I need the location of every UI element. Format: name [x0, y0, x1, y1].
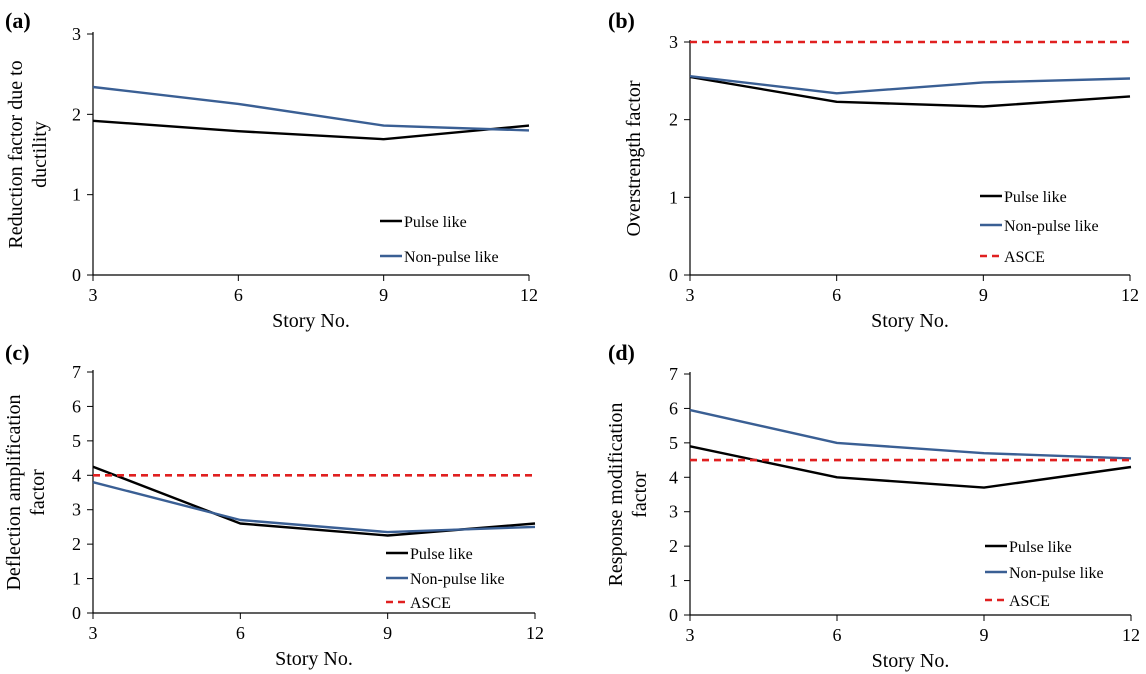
x-tick-label: 9 — [383, 623, 392, 643]
x-tick-label: 12 — [520, 285, 538, 305]
y-axis-title-line: Deflection amplification — [3, 394, 25, 590]
x-tick-label: 6 — [832, 285, 841, 305]
x-tick-label: 3 — [89, 623, 98, 643]
legend-label: Pulse like — [1004, 189, 1067, 206]
y-axis-title: Response modification factor — [605, 403, 651, 587]
y-tick-label: 7 — [669, 364, 678, 384]
y-tick-label: 3 — [72, 500, 81, 520]
x-tick-label: 9 — [980, 625, 989, 645]
x-tick-label: 12 — [1122, 625, 1140, 645]
y-tick-label: 1 — [669, 571, 678, 591]
y-tick-label: 4 — [669, 467, 678, 487]
y-tick-label: 1 — [72, 185, 81, 205]
legend-label: Pulse like — [404, 214, 467, 231]
x-tick-label: 6 — [833, 625, 842, 645]
legend-label: ASCE — [1004, 249, 1045, 266]
x-tick-label: 6 — [236, 623, 245, 643]
y-tick-label: 1 — [669, 187, 678, 207]
y-tick-label: 0 — [72, 265, 81, 285]
y-tick-label: 2 — [72, 534, 81, 554]
y-axis-title-line: factor — [27, 469, 49, 516]
y-tick-label: 2 — [669, 110, 678, 130]
y-axis-title-line: Overstrength factor — [623, 80, 645, 236]
x-axis-title: Story No. — [275, 648, 353, 670]
x-tick-label: 3 — [686, 285, 695, 305]
y-tick-label: 3 — [669, 502, 678, 522]
y-axis-title-line: factor — [629, 471, 651, 518]
y-axis-title-line: Response modification — [605, 403, 627, 587]
series-line — [92, 85, 530, 132]
series-line — [689, 75, 1131, 108]
panel-label: (a) — [5, 8, 31, 33]
y-tick-label: 7 — [72, 362, 81, 382]
y-axis-title-line: ductility — [29, 121, 51, 188]
panel-label: (c) — [5, 340, 29, 365]
y-tick-label: 5 — [72, 431, 81, 451]
panel-label: (b) — [608, 8, 635, 33]
panel-label: (d) — [608, 340, 635, 365]
legend-label: Non-pulse like — [410, 571, 505, 588]
y-tick-label: 5 — [669, 433, 678, 453]
y-tick-label: 2 — [72, 104, 81, 124]
series-line — [92, 481, 536, 534]
x-tick-label: 6 — [234, 285, 243, 305]
y-tick-label: 0 — [669, 605, 678, 625]
y-tick-label: 0 — [669, 265, 678, 285]
x-tick-label: 12 — [1121, 285, 1139, 305]
legend-label: Non-pulse like — [1009, 565, 1104, 582]
y-tick-label: 1 — [72, 569, 81, 589]
y-axis-title: Overstrength factor — [623, 80, 645, 236]
legend-label: ASCE — [1009, 593, 1050, 610]
series-line — [689, 75, 1131, 95]
x-tick-label: 12 — [526, 623, 544, 643]
legend-label: Pulse like — [410, 546, 473, 563]
legend-label: Non-pulse like — [404, 249, 499, 266]
series-line — [92, 119, 530, 141]
x-axis-title: Story No. — [272, 310, 350, 332]
y-tick-label: 2 — [669, 536, 678, 556]
series-line — [689, 445, 1132, 489]
y-axis-title: Reduction factor due to ductility — [5, 60, 51, 248]
legend-label: ASCE — [410, 595, 451, 612]
x-tick-label: 3 — [89, 285, 98, 305]
y-tick-label: 4 — [72, 465, 81, 485]
x-tick-label: 3 — [686, 625, 695, 645]
legend-label: Non-pulse like — [1004, 218, 1099, 235]
y-tick-label: 6 — [669, 398, 678, 418]
x-axis-title: Story No. — [871, 310, 949, 332]
y-tick-label: 3 — [669, 32, 678, 52]
legend-label: Pulse like — [1009, 539, 1072, 556]
x-axis-title: Story No. — [872, 650, 950, 672]
x-tick-label: 9 — [979, 285, 988, 305]
y-tick-label: 0 — [72, 603, 81, 623]
x-tick-label: 9 — [379, 285, 388, 305]
series-line — [689, 408, 1132, 460]
y-tick-label: 3 — [72, 24, 81, 44]
y-axis-title-line: Reduction factor due to — [5, 60, 27, 248]
y-axis-title: Deflection amplification factor — [3, 394, 49, 590]
y-tick-label: 6 — [72, 396, 81, 416]
